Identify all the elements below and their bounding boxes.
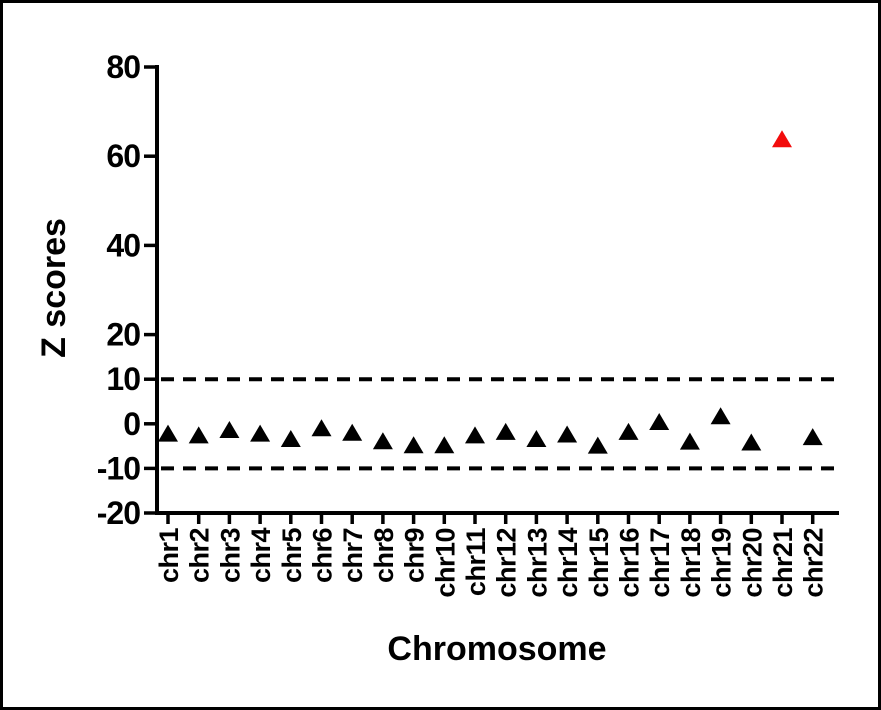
y-tick-label: 60 [106, 138, 140, 174]
data-point-chr8 [372, 432, 393, 450]
data-point-chr19 [710, 407, 731, 425]
x-tick-label-chr19: chr19 [707, 528, 737, 598]
y-tick-label: 80 [106, 49, 140, 85]
data-point-chr5 [280, 429, 301, 447]
data-point-chr18 [679, 432, 700, 450]
x-tick-label-chr2: chr2 [185, 528, 215, 583]
y-tick-label: -20 [97, 495, 140, 531]
x-tick-label-chr4: chr4 [246, 528, 276, 584]
data-point-chr21 [772, 130, 792, 148]
x-tick-label-chr22: chr22 [799, 528, 829, 598]
data-point-chr2 [188, 426, 209, 444]
data-point-chr17 [649, 413, 670, 431]
x-tick-label-chr7: chr7 [338, 528, 368, 583]
x-tick-label-chr1: chr1 [154, 528, 184, 584]
x-tick-label-chr10: chr10 [430, 528, 460, 598]
x-tick-label-chr18: chr18 [676, 528, 706, 598]
x-tick-label-chr14: chr14 [553, 528, 583, 598]
x-tick-label-chr12: chr12 [492, 528, 522, 598]
x-tick-label-chr16: chr16 [615, 528, 645, 598]
y-tick-label: 40 [106, 227, 140, 263]
x-tick-label-chr11: chr11 [461, 528, 491, 597]
data-point-chr9 [403, 436, 424, 454]
y-tick-label: -10 [97, 450, 140, 486]
x-tick-label-chr15: chr15 [584, 528, 614, 598]
data-point-chr15 [587, 436, 608, 454]
data-point-chr13 [526, 429, 547, 447]
data-point-chr10 [434, 436, 455, 454]
data-point-chr12 [495, 422, 516, 440]
y-axis-title: Z scores [35, 218, 73, 358]
x-tick-label-chr17: chr17 [645, 528, 675, 598]
x-tick-label-chr8: chr8 [369, 528, 399, 584]
data-point-chr1 [158, 424, 178, 442]
x-tick-label-chr21: chr21 [768, 528, 798, 598]
data-point-chr22 [802, 428, 823, 446]
data-point-chr3 [219, 421, 240, 439]
data-point-chr14 [557, 425, 578, 443]
x-tick-label-chr20: chr20 [737, 528, 767, 598]
x-tick-label-chr9: chr9 [400, 528, 430, 584]
data-point-chr7 [342, 423, 363, 441]
data-point-chr11 [465, 426, 485, 444]
data-point-chr4 [250, 424, 271, 442]
x-axis-title: Chromosome [387, 630, 606, 668]
data-point-chr20 [741, 433, 762, 451]
x-tick-label-chr13: chr13 [522, 528, 552, 598]
y-tick-label: 20 [106, 317, 140, 353]
x-tick-label-chr3: chr3 [215, 528, 245, 584]
y-tick-label: 0 [123, 406, 140, 442]
y-tick-label: 10 [106, 361, 140, 397]
data-point-chr16 [618, 422, 639, 440]
x-tick-label-chr6: chr6 [308, 528, 338, 584]
x-tick-label-chr5: chr5 [277, 528, 307, 584]
data-point-chr6 [311, 419, 332, 437]
